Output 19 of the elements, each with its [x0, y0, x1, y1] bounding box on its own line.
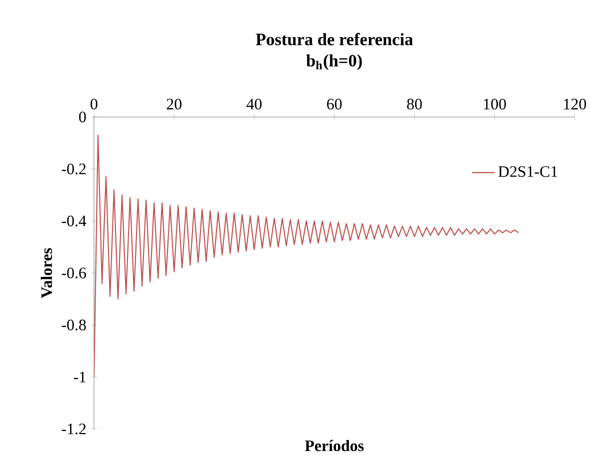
chart-title: Postura de referencia — [256, 32, 413, 46]
y-tick-label: -0.6 — [62, 268, 86, 278]
x-tick-label: 40 — [246, 98, 262, 110]
x-tick-label: 60 — [327, 98, 342, 110]
x-tick-label: 100 — [484, 98, 506, 110]
legend-label: D2S1-C1 — [498, 166, 558, 177]
x-tick-label: 120 — [564, 98, 586, 110]
y-tick-label: 0 — [79, 112, 86, 122]
y-tick-label: -0.2 — [62, 164, 86, 174]
chart-subtitle: b$_{h}$(h=0) — [306, 54, 362, 70]
y-tick-label: -1 — [74, 372, 86, 382]
y-axis-title: Valores — [40, 248, 52, 298]
y-tick-label: -0.8 — [62, 320, 86, 330]
y-tick-label: -1.2 — [62, 424, 86, 434]
x-tick-label: 20 — [166, 98, 182, 110]
x-axis-title: Períodos — [304, 440, 364, 452]
x-tick-label: 80 — [407, 98, 422, 110]
y-tick-label: -0.4 — [62, 216, 86, 226]
x-tick-label: 0 — [90, 98, 98, 110]
